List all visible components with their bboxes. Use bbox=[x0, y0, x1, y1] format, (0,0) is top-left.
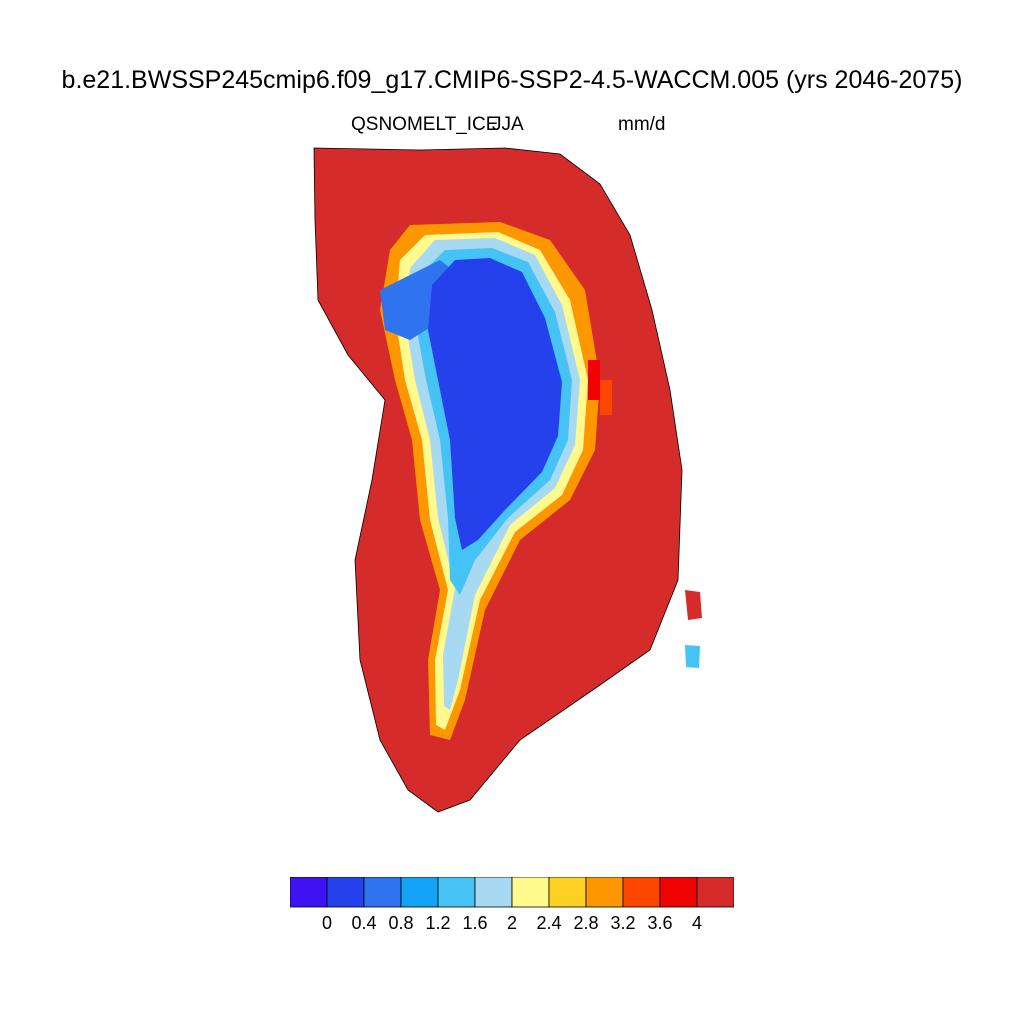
colorbar-swatch bbox=[363, 877, 402, 908]
greenland-snowmelt-map bbox=[313, 147, 702, 813]
interior-low-melt bbox=[428, 258, 562, 550]
colorbar-tick-label: 3.6 bbox=[647, 913, 673, 933]
colorbar-tick-label: 1.6 bbox=[462, 913, 488, 933]
island-cell-cyan bbox=[685, 645, 700, 668]
units-label: mm/d bbox=[618, 114, 666, 135]
plot-title: b.e21.BWSSP245cmip6.f09_g17.CMIP6-SSP2-4… bbox=[61, 66, 963, 94]
colorbar-tick-label: 0 bbox=[321, 913, 333, 933]
colorbar-swatch bbox=[474, 877, 513, 908]
colorbar-swatch bbox=[511, 877, 550, 908]
colorbar bbox=[290, 877, 734, 908]
colorbar-swatch bbox=[400, 877, 439, 908]
coastline bbox=[313, 147, 683, 813]
colorbar-swatch bbox=[696, 877, 734, 908]
melt-cell-red bbox=[588, 360, 600, 400]
colorbar-tick-label: 2.4 bbox=[536, 913, 562, 933]
variable-label: QSNOMELT_ICE bbox=[351, 114, 499, 135]
colorbar-swatch bbox=[585, 877, 624, 908]
colorbar-tick-label: 2 bbox=[506, 913, 518, 933]
colorbar-tick-label: 0.8 bbox=[388, 913, 414, 933]
colorbar-tick-label: 0.4 bbox=[351, 913, 377, 933]
colorbar-swatch bbox=[659, 877, 698, 908]
colorbar-swatch bbox=[290, 877, 328, 908]
colorbar-swatch bbox=[437, 877, 476, 908]
colorbar-tick-label: 1.2 bbox=[425, 913, 451, 933]
colorbar-swatch bbox=[326, 877, 365, 908]
island-cell-red bbox=[685, 590, 702, 620]
colorbar-tick-label: 3.2 bbox=[610, 913, 636, 933]
colorbar-swatch bbox=[548, 877, 587, 908]
colorbar-tick-label: 2.8 bbox=[573, 913, 599, 933]
season-label: JJA bbox=[492, 114, 524, 135]
land-area bbox=[314, 148, 682, 812]
melt-cell-redorange bbox=[600, 380, 612, 415]
colorbar-tick-label: 4 bbox=[691, 913, 703, 933]
colorbar-swatch bbox=[622, 877, 661, 908]
